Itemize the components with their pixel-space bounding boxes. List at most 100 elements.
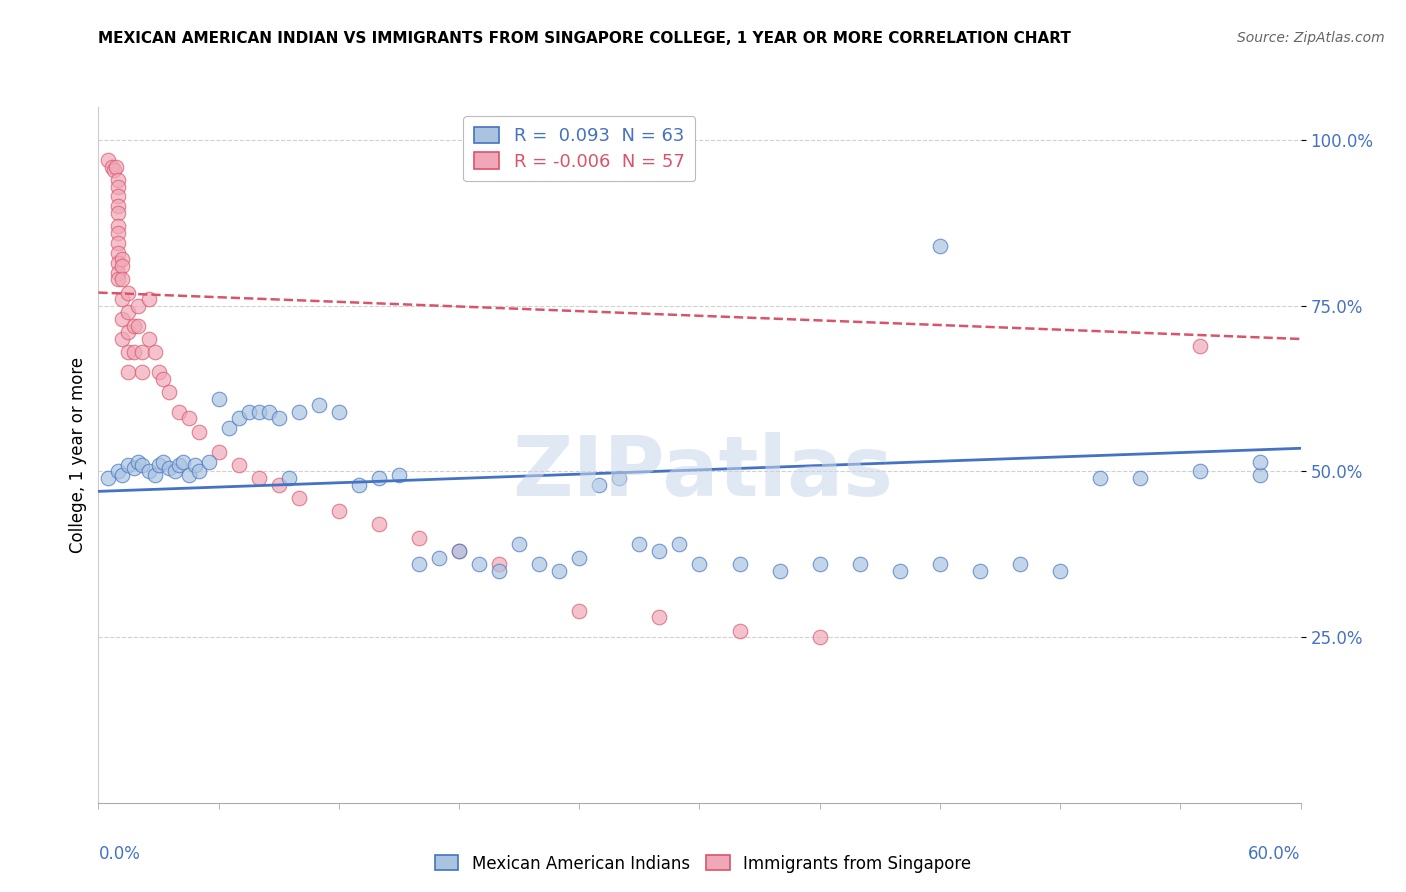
- Point: [548, 564, 571, 578]
- Point: [468, 558, 491, 572]
- Point: [347, 477, 370, 491]
- Point: [124, 318, 146, 333]
- Point: [288, 405, 311, 419]
- Point: [107, 173, 129, 187]
- Point: [177, 411, 200, 425]
- Point: [929, 558, 952, 572]
- Point: [218, 421, 240, 435]
- Point: [101, 160, 124, 174]
- Point: [208, 392, 231, 406]
- Point: [107, 266, 129, 280]
- Point: [328, 405, 350, 419]
- Point: [117, 365, 139, 379]
- Text: 0.0%: 0.0%: [98, 845, 141, 863]
- Point: [107, 179, 129, 194]
- Point: [267, 477, 290, 491]
- Point: [488, 558, 510, 572]
- Point: [228, 411, 250, 425]
- Point: [929, 239, 952, 253]
- Point: [728, 624, 751, 638]
- Point: [117, 285, 139, 300]
- Point: [117, 458, 139, 472]
- Point: [117, 305, 139, 319]
- Point: [107, 245, 129, 260]
- Point: [152, 372, 174, 386]
- Point: [103, 163, 125, 178]
- Point: [148, 365, 170, 379]
- Point: [172, 454, 194, 468]
- Point: [628, 537, 651, 551]
- Point: [568, 604, 591, 618]
- Point: [368, 517, 391, 532]
- Point: [111, 467, 134, 482]
- Point: [143, 345, 166, 359]
- Point: [111, 259, 134, 273]
- Point: [328, 504, 350, 518]
- Point: [197, 454, 219, 468]
- Point: [257, 405, 280, 419]
- Point: [849, 558, 872, 572]
- Point: [728, 558, 751, 572]
- Point: [157, 384, 180, 399]
- Point: [408, 558, 430, 572]
- Point: [187, 425, 209, 439]
- Text: 60.0%: 60.0%: [1249, 845, 1301, 863]
- Point: [131, 345, 153, 359]
- Point: [107, 465, 129, 479]
- Point: [105, 160, 128, 174]
- Point: [388, 467, 411, 482]
- Point: [568, 550, 591, 565]
- Point: [111, 332, 134, 346]
- Point: [138, 465, 160, 479]
- Point: [97, 471, 120, 485]
- Point: [177, 467, 200, 482]
- Point: [368, 471, 391, 485]
- Point: [128, 318, 150, 333]
- Point: [588, 477, 610, 491]
- Point: [183, 458, 205, 472]
- Point: [131, 458, 153, 472]
- Point: [1250, 467, 1272, 482]
- Point: [247, 471, 270, 485]
- Point: [529, 558, 551, 572]
- Point: [143, 467, 166, 482]
- Point: [128, 454, 150, 468]
- Point: [124, 345, 146, 359]
- Point: [107, 199, 129, 213]
- Point: [969, 564, 991, 578]
- Point: [267, 411, 290, 425]
- Text: Source: ZipAtlas.com: Source: ZipAtlas.com: [1237, 31, 1385, 45]
- Y-axis label: College, 1 year or more: College, 1 year or more: [69, 357, 87, 553]
- Point: [427, 550, 450, 565]
- Point: [117, 345, 139, 359]
- Point: [238, 405, 260, 419]
- Point: [107, 219, 129, 234]
- Point: [138, 332, 160, 346]
- Point: [228, 458, 250, 472]
- Point: [107, 226, 129, 240]
- Point: [1088, 471, 1111, 485]
- Point: [107, 256, 129, 270]
- Point: [447, 544, 470, 558]
- Point: [208, 444, 231, 458]
- Point: [167, 405, 190, 419]
- Point: [97, 153, 120, 167]
- Point: [308, 398, 330, 412]
- Point: [107, 272, 129, 286]
- Point: [1250, 454, 1272, 468]
- Point: [808, 558, 831, 572]
- Point: [157, 461, 180, 475]
- Point: [167, 458, 190, 472]
- Point: [609, 471, 631, 485]
- Point: [508, 537, 530, 551]
- Point: [128, 299, 150, 313]
- Point: [277, 471, 299, 485]
- Point: [1129, 471, 1152, 485]
- Point: [187, 465, 209, 479]
- Point: [107, 235, 129, 250]
- Point: [107, 206, 129, 220]
- Point: [1189, 465, 1212, 479]
- Point: [447, 544, 470, 558]
- Point: [668, 537, 690, 551]
- Point: [808, 630, 831, 644]
